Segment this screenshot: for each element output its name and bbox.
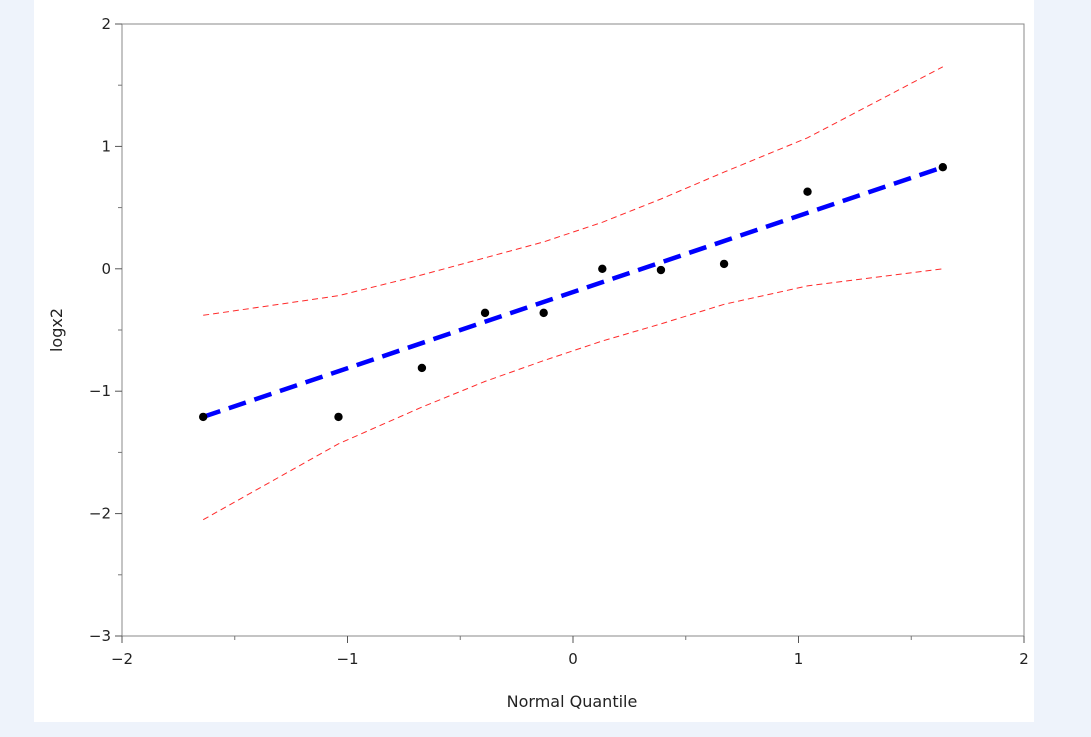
lower-confidence-band	[202, 268, 943, 521]
x-tick-label: −2	[111, 650, 133, 668]
qq-plot-panel: −2 −1 0 1 2 −3 −2 −1 0 1 2 Normal Quantile logx2	[34, 0, 1034, 722]
y-tick-label: −2	[89, 505, 111, 523]
x-tick-label: 2	[1019, 650, 1029, 668]
plot-frame	[121, 23, 1025, 637]
y-tick-label: −1	[89, 382, 111, 400]
data-point	[719, 259, 729, 269]
y-tick-label: −3	[89, 627, 111, 645]
confidence-bands	[202, 66, 944, 521]
y-tick-label: 0	[101, 260, 111, 278]
reference-fit-line	[202, 165, 944, 420]
upper-confidence-band	[203, 66, 944, 316]
data-point	[598, 264, 607, 273]
y-axis-title: logx2	[47, 308, 66, 352]
x-tick-label: 1	[794, 650, 804, 668]
x-axis-title: Normal Quantile	[507, 692, 638, 711]
x-tick-label: 0	[568, 650, 578, 668]
fit-line-layer	[202, 165, 944, 420]
data-point	[803, 187, 812, 196]
data-point	[480, 308, 490, 318]
data-point	[539, 308, 548, 318]
data-point	[656, 265, 666, 275]
data-point	[417, 363, 427, 373]
data-point	[334, 412, 343, 422]
y-tick-label: 2	[101, 15, 111, 33]
data-point	[938, 163, 948, 172]
y-tick-label: 1	[101, 137, 111, 155]
data-point	[198, 412, 208, 422]
data-points	[198, 163, 948, 422]
y-axis: −3 −2 −1 0 1 2	[89, 15, 122, 645]
x-axis: −2 −1 0 1 2	[111, 636, 1029, 668]
x-tick-label: −1	[336, 650, 358, 668]
